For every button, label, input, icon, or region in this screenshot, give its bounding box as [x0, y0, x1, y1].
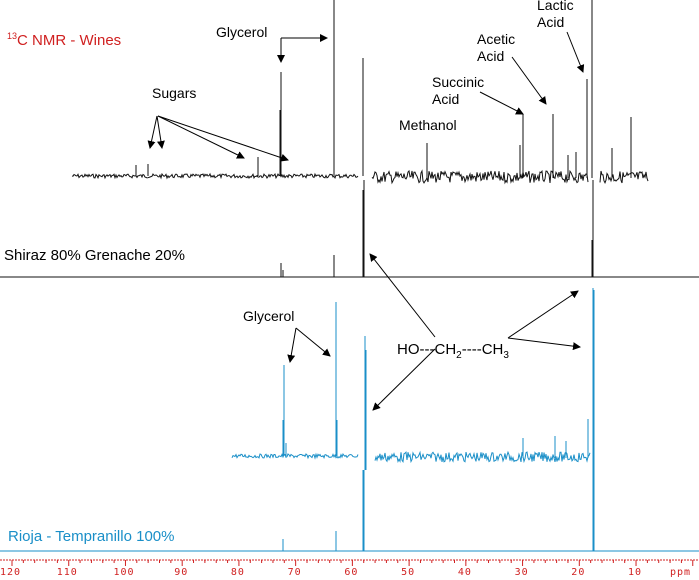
- formula-ho-ch: HO---CH: [397, 341, 457, 358]
- label-lactic-1: Lactic: [537, 0, 574, 13]
- label-sugars: Sugars: [152, 85, 197, 101]
- formula-ch: ----CH: [461, 341, 504, 358]
- label-glycerol-top: Glycerol: [216, 24, 268, 40]
- shiraz-expanded-trace: [71, 0, 649, 185]
- axis-tick-label: 120: [0, 567, 22, 578]
- annotation-arrows: [147, 31, 585, 411]
- chart-title: 13C NMR - Wines: [7, 28, 121, 49]
- axis-tick-label: 40: [457, 567, 472, 578]
- label-succinic-1: Succinic: [432, 74, 485, 90]
- axis-tick-label: 110: [56, 567, 78, 578]
- rioja-full-trace: [0, 470, 699, 552]
- axis-unit-label: ppm: [670, 567, 692, 578]
- title-superscript: 13: [7, 31, 18, 41]
- title-text: C NMR - Wines: [17, 32, 122, 49]
- label-glycerol-bottom: Glycerol: [243, 308, 295, 324]
- rioja-expanded-trace: [231, 288, 595, 470]
- formula-sub-3: 3: [503, 350, 509, 361]
- axis-tick-label: 70: [287, 567, 302, 578]
- label-shiraz-sample: Shiraz 80% Grenache 20%: [4, 247, 185, 264]
- label-lactic-2: Acid: [537, 14, 565, 30]
- label-acetic-1: Acetic: [477, 31, 516, 47]
- formula-sub-2: 2: [456, 350, 462, 361]
- ethanol-formula: HO---CH2----CH3: [397, 342, 509, 364]
- axis-tick-label: 80: [230, 567, 245, 578]
- axis-tick-label: 30: [514, 567, 529, 578]
- ppm-axis: [0, 559, 699, 566]
- axis-tick-label: 90: [174, 567, 189, 578]
- axis-tick-label: 60: [344, 567, 359, 578]
- axis-tick-label: 20: [571, 567, 586, 578]
- label-succinic-2: Acid: [432, 91, 460, 107]
- label-methanol: Methanol: [399, 117, 457, 133]
- axis-tick-label: 10: [628, 567, 643, 578]
- axis-tick-label: 50: [401, 567, 416, 578]
- shiraz-full-trace: [0, 180, 699, 278]
- label-rioja-sample: Rioja - Tempranillo 100%: [8, 528, 175, 545]
- axis-tick-label: 100: [113, 567, 135, 578]
- label-acetic-2: Acid: [477, 48, 505, 64]
